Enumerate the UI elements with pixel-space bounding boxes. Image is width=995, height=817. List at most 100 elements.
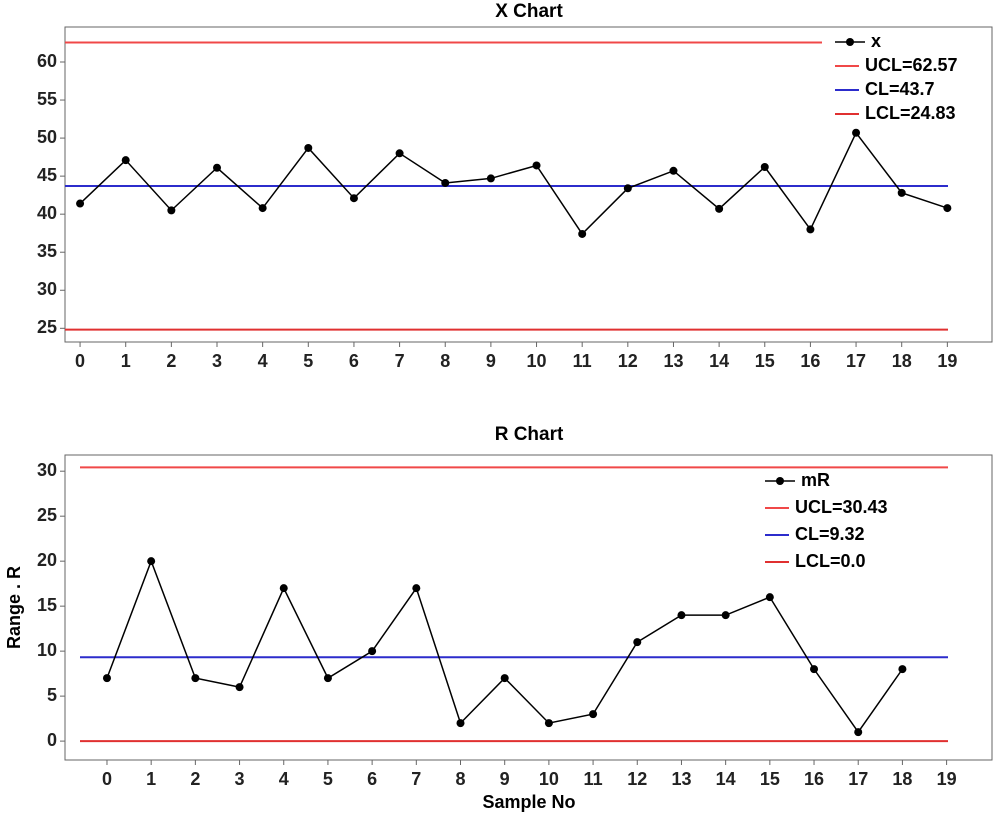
x-tick-label: 14 <box>716 769 736 789</box>
x-tick-label: 10 <box>527 351 547 371</box>
y-tick-label: 45 <box>37 165 57 185</box>
x-tick-label: 9 <box>500 769 510 789</box>
legend-label: mR <box>801 470 830 490</box>
data-point <box>258 204 267 213</box>
x-tick-label: 4 <box>258 351 268 371</box>
x-tick-label: 13 <box>671 769 691 789</box>
y-tick-label: 0 <box>47 730 57 750</box>
x-tick-label: 8 <box>440 351 450 371</box>
data-point <box>760 163 769 171</box>
data-line <box>79 131 948 236</box>
legend-label: UCL=62.57 <box>865 55 958 75</box>
data-point <box>102 674 111 683</box>
data-point <box>323 674 332 683</box>
legend-label: CL=43.7 <box>865 79 935 99</box>
data-point <box>623 184 632 193</box>
x-tick-label: 15 <box>760 769 780 789</box>
x-tick-label: 9 <box>486 351 496 371</box>
data-point <box>304 143 313 152</box>
y-tick-label: 20 <box>37 550 57 570</box>
data-point <box>500 674 509 683</box>
data-point <box>677 611 686 620</box>
data-point <box>898 665 907 674</box>
x-tick-label: 11 <box>584 769 603 789</box>
plot-frame <box>64 26 993 343</box>
y-tick-label: 35 <box>37 241 57 261</box>
data-point <box>589 710 598 719</box>
y-tick-label: 30 <box>37 279 57 299</box>
data-point <box>897 188 906 197</box>
data-point <box>810 665 819 674</box>
legend-swatch-dot <box>846 38 854 46</box>
x-tick-label: 3 <box>212 351 222 371</box>
data-point <box>943 204 952 213</box>
x-tick-label: 8 <box>455 769 465 789</box>
data-point <box>721 611 730 620</box>
x-tick-label: 4 <box>279 769 289 789</box>
chart-title: X Chart <box>495 1 563 22</box>
y-tick-label: 40 <box>37 203 57 223</box>
legend-label: UCL=30.43 <box>795 497 888 517</box>
data-point <box>669 166 678 175</box>
data-line <box>106 559 904 734</box>
x-tick-label: 0 <box>75 351 85 371</box>
data-point <box>456 719 465 728</box>
data-point <box>349 194 358 203</box>
legend-label: LCL=24.83 <box>865 103 956 123</box>
data-point <box>279 584 288 593</box>
y-tick-label: 15 <box>37 595 57 615</box>
x-tick-label: 19 <box>937 351 957 371</box>
data-point <box>486 174 495 183</box>
data-point <box>368 647 377 656</box>
data-point <box>395 149 404 158</box>
data-point <box>544 719 553 728</box>
x-tick-label: 2 <box>166 351 176 371</box>
data-point <box>715 204 724 213</box>
y-axis-label: Range . R <box>4 566 24 649</box>
y-tick-label: 25 <box>37 317 57 337</box>
data-point <box>633 638 642 647</box>
x-tick-label: 15 <box>755 351 775 371</box>
x-tick-label: 6 <box>367 769 377 789</box>
legend: x UCL=62.57 CL=43.7 LCL=24.83 <box>835 31 958 123</box>
data-point <box>578 229 587 238</box>
x-tick-label: 10 <box>539 769 559 789</box>
x-tick-label: 12 <box>627 769 647 789</box>
data-point <box>213 163 222 172</box>
x-tick-label: 18 <box>892 769 912 789</box>
x-tick-label: 16 <box>800 351 820 371</box>
x-tick-label: 12 <box>618 351 638 371</box>
data-point <box>854 728 863 737</box>
y-tick-label: 10 <box>37 640 57 660</box>
x-tick-label: 6 <box>349 351 359 371</box>
x-tick-label: 7 <box>395 351 405 371</box>
data-point <box>852 128 861 137</box>
legend-label: x <box>871 31 881 51</box>
y-tick-label: 30 <box>37 460 57 480</box>
x-tick-label: 3 <box>235 769 245 789</box>
x-tick-label: 19 <box>937 769 957 789</box>
data-point <box>167 206 176 215</box>
x-tick-label: 1 <box>146 769 156 789</box>
x-tick-label: 14 <box>709 351 729 371</box>
plot-frame <box>64 454 993 761</box>
y-tick-label: 50 <box>37 127 57 147</box>
data-point <box>235 683 244 692</box>
x-tick-label: 2 <box>190 769 200 789</box>
y-tick-label: 55 <box>37 89 57 109</box>
data-point <box>532 161 541 170</box>
x-tick-label: 11 <box>573 351 592 371</box>
x-tick-label: 17 <box>848 769 868 789</box>
x-tick-label: 13 <box>663 351 683 371</box>
x-tick-label: 18 <box>892 351 912 371</box>
chart-title: R Chart <box>495 424 564 445</box>
x-tick-label: 16 <box>804 769 824 789</box>
data-point <box>76 199 85 208</box>
x-tick-label: 0 <box>102 769 112 789</box>
legend-swatch-dot <box>776 477 784 485</box>
data-point <box>441 178 450 187</box>
data-point <box>765 593 774 602</box>
data-point <box>121 156 130 165</box>
data-point <box>806 225 815 234</box>
